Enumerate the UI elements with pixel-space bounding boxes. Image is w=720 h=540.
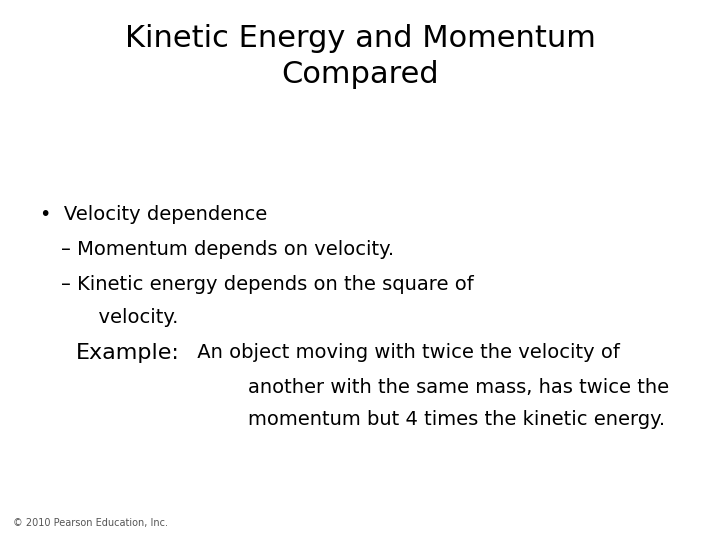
- Text: another with the same mass, has twice the: another with the same mass, has twice th…: [248, 378, 670, 397]
- Text: – Momentum depends on velocity.: – Momentum depends on velocity.: [61, 240, 395, 259]
- Text: Kinetic Energy and Momentum
Compared: Kinetic Energy and Momentum Compared: [125, 24, 595, 89]
- Text: – Kinetic energy depends on the square of: – Kinetic energy depends on the square o…: [61, 275, 474, 294]
- Text: An object moving with twice the velocity of: An object moving with twice the velocity…: [191, 343, 620, 362]
- Text: •  Velocity dependence: • Velocity dependence: [40, 205, 267, 224]
- Text: Example:: Example:: [76, 343, 179, 363]
- Text: momentum but 4 times the kinetic energy.: momentum but 4 times the kinetic energy.: [248, 410, 665, 429]
- Text: velocity.: velocity.: [61, 308, 179, 327]
- Text: © 2010 Pearson Education, Inc.: © 2010 Pearson Education, Inc.: [13, 518, 168, 528]
